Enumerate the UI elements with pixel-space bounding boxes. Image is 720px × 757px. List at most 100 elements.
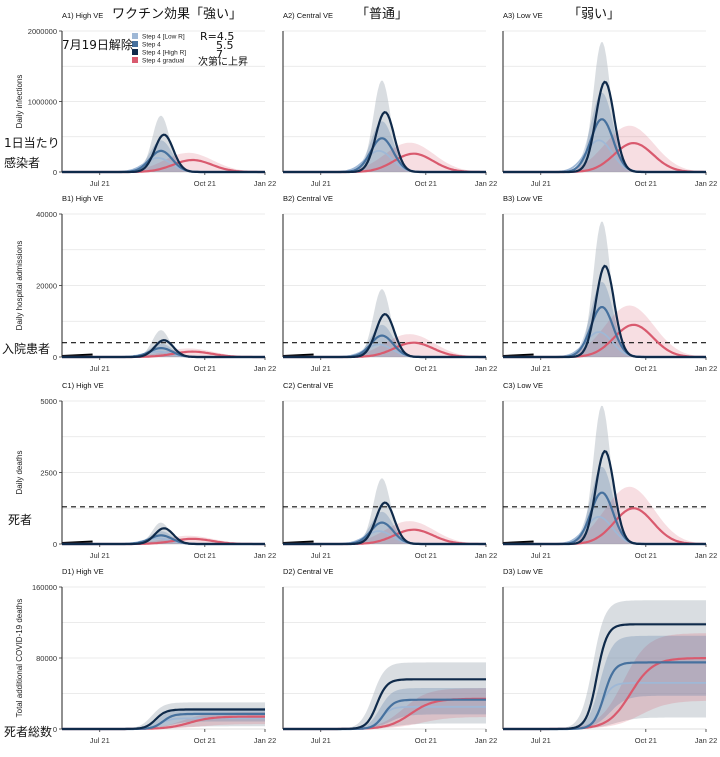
series-line-high: [283, 313, 486, 359]
y-tick-label: 0: [53, 353, 57, 362]
annotation-r-value: R=4.5: [200, 30, 235, 43]
annotation-vaccine-effect: ワクチン効果「強い」: [112, 7, 243, 22]
y-tick-label: 40000: [36, 210, 57, 219]
x-tick-label: Jul 21: [531, 364, 551, 373]
legend-label-gradual: Step 4 gradual: [142, 58, 185, 65]
band-gradual: [503, 125, 706, 172]
panel-b1: Jul 21 Oct 21 Jan 22 0 20000 40000 Daily hospi…: [15, 194, 276, 373]
band-main: [283, 324, 486, 357]
series-line-high: [503, 264, 706, 359]
band-main: [503, 467, 706, 544]
panel-title: D1) High VE: [62, 567, 104, 576]
annotation-ordinary: 「普通」: [356, 7, 409, 22]
y-tick-label: 0: [53, 725, 57, 734]
band-high-r: [283, 289, 486, 357]
x-tick-label: Jul 21: [311, 736, 331, 745]
x-tick-label: Oct 21: [194, 551, 216, 560]
series-line-high: [283, 110, 486, 174]
series-line-high: [62, 133, 265, 174]
series-line-high: [62, 708, 265, 731]
annotation-infections-line1: 1日当たり: [4, 136, 60, 150]
annotation-gradual: 次第に上昇: [198, 57, 248, 68]
panel-title: D2) Central VE: [283, 567, 333, 576]
panel-c2: Jul 21 Oct 21 Jan 22 C2) Central VE: [282, 381, 498, 560]
series-line-high: [503, 80, 706, 174]
band-main: [62, 140, 265, 172]
band-high-r: [283, 80, 486, 172]
band-gradual: [503, 633, 706, 729]
annotation-weak: 「弱い」: [568, 7, 621, 22]
x-tick-label: Jul 21: [531, 551, 551, 560]
legend-swatch-main: [132, 41, 138, 47]
x-tick-label: Jul 21: [311, 551, 331, 560]
x-tick-label: Jan 22: [695, 736, 718, 745]
band-high-r: [62, 115, 265, 172]
x-tick-label: Jan 22: [254, 736, 277, 745]
band-main: [503, 635, 706, 729]
x-tick-label: Jul 21: [311, 364, 331, 373]
x-tick-label: Oct 21: [635, 364, 657, 373]
band-gradual: [62, 152, 265, 172]
band-high-r: [503, 42, 706, 173]
series-line-high: [503, 623, 706, 731]
band-high-r: [503, 600, 706, 729]
x-tick-label: Jul 21: [90, 364, 110, 373]
annotation-total-deaths: 死者総数: [4, 725, 53, 739]
x-tick-label: Jan 22: [695, 364, 718, 373]
x-tick-label: Jul 21: [90, 736, 110, 745]
annotation-lift-date: 7月19日解除: [62, 38, 133, 52]
observed-data: [61, 353, 93, 357]
observed-data: [282, 540, 314, 544]
observed-data: [502, 540, 534, 544]
panel-title: A1) High VE: [62, 11, 103, 20]
series-line-high: [283, 678, 486, 731]
panel-a2: Jul 21 Oct 21 Jan 22 A2) Central VE: [282, 11, 497, 188]
y-axis-label: Daily infections: [15, 75, 24, 129]
x-tick-label: Jan 22: [254, 551, 277, 560]
band-high-r: [503, 405, 706, 544]
x-tick-label: Jan 22: [695, 551, 718, 560]
x-tick-label: Jan 22: [475, 736, 498, 745]
panel-d3: Jul 21 Oct 21 Jan 22 D3) Low VE: [502, 567, 718, 745]
y-tick-label: 0: [53, 168, 57, 177]
legend-label-low: Step 4 [Low R]: [142, 34, 185, 41]
panel-c1: Jul 21 Oct 21 Jan 22 0 2500 5000 Daily deaths C…: [15, 381, 276, 560]
panel-title: B1) High VE: [62, 194, 103, 203]
x-tick-label: Jan 22: [695, 179, 718, 188]
annotation-r-5-5: 5.5: [216, 39, 234, 52]
annotation-hospital: 入院患者: [2, 342, 51, 356]
band-main: [503, 92, 706, 172]
x-tick-label: Oct 21: [194, 179, 216, 188]
x-tick-label: Oct 21: [415, 364, 437, 373]
x-tick-label: Jan 22: [475, 364, 498, 373]
x-tick-label: Jan 22: [254, 364, 277, 373]
band-main: [283, 688, 486, 729]
legend-swatch-gradual: [132, 57, 138, 63]
x-tick-label: Oct 21: [415, 736, 437, 745]
annotation-deaths: 死者: [8, 513, 33, 527]
y-tick-label: 0: [53, 540, 57, 549]
observed-data: [282, 353, 314, 357]
y-axis-label: Daily deaths: [15, 450, 24, 494]
panel-c3: Jul 21 Oct 21 Jan 22 C3) Low VE: [502, 381, 718, 560]
y-tick-label: 160000: [32, 583, 57, 592]
panel-title: A2) Central VE: [283, 11, 333, 20]
band-main: [62, 343, 265, 357]
band-gradual: [62, 712, 265, 729]
panel-title: B3) Low VE: [503, 194, 543, 203]
band-high-r: [62, 522, 265, 544]
y-tick-label: 20000: [36, 282, 57, 291]
x-tick-label: Jan 22: [475, 551, 498, 560]
y-tick-label: 5000: [40, 397, 57, 406]
legend-label-high: Step 4 [High R]: [142, 50, 186, 57]
series-line-high: [503, 449, 706, 546]
band-gradual: [503, 486, 706, 544]
band-gradual: [503, 305, 706, 357]
panel-b2: Jul 21 Oct 21 Jan 22 B2) Central VE: [282, 194, 498, 373]
panel-a1: Jul 21 Oct 21 Jan 22 0 1000000 2000000 Daily i…: [15, 11, 276, 188]
band-main: [283, 511, 486, 544]
panel-title: D3) Low VE: [503, 567, 543, 576]
series-line-high: [283, 501, 486, 546]
